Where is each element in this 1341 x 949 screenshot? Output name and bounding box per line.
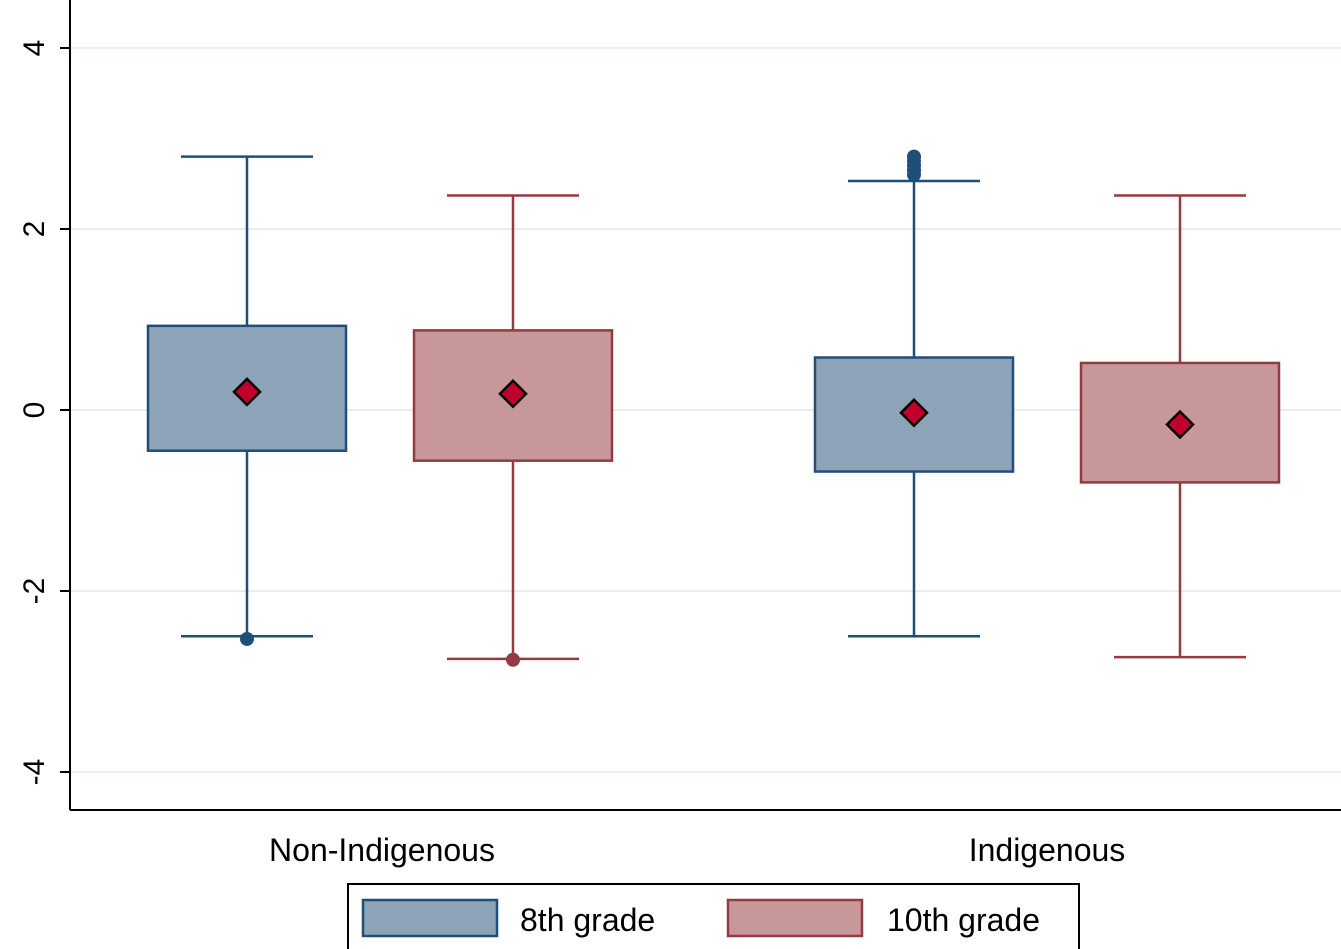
legend-swatch [361,898,499,938]
outlier-point [907,149,921,164]
mean-marker [1165,409,1195,440]
y-tick-label: 4 [18,40,51,57]
axes: 4 2 0 -2 -4 Non-Indigenous Indigenous [18,0,1341,868]
y-tick-label: 0 [18,402,51,419]
box-iqr [1079,361,1281,484]
outlier-point [240,631,254,646]
outlier-point [506,652,520,667]
legend-label: 8th grade [520,902,655,938]
legend-label: 10th grade [887,902,1040,938]
y-tick-label: 2 [18,221,51,238]
box-series [146,149,1281,667]
y-tick-label: -4 [18,759,51,786]
legend-swatch [726,898,864,938]
mean-marker [232,377,262,407]
legend-frame [347,883,1080,949]
x-category-label: Indigenous [969,832,1126,868]
y-tick-label: -2 [18,578,51,605]
mean-marker [899,397,929,428]
x-category-label: Non-Indigenous [269,832,495,868]
mean-marker [498,378,528,409]
legend: 8th grade 10th grade [347,883,1080,949]
